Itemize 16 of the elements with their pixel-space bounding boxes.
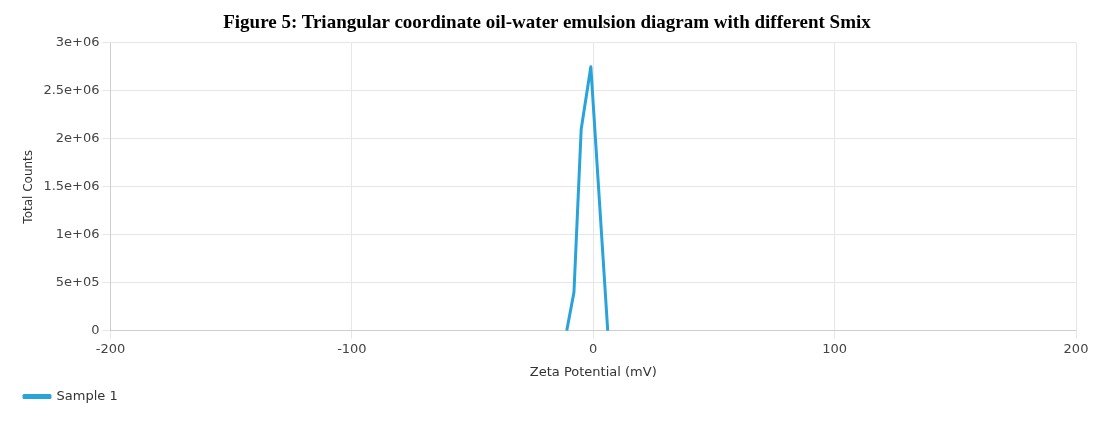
y-tick-label: 2e+06 bbox=[55, 130, 100, 146]
x-tick-label: 200 bbox=[1063, 340, 1089, 356]
y-axis-title: Total Counts bbox=[21, 149, 36, 225]
x-axis-title: Zeta Potential (mV) bbox=[529, 363, 657, 379]
legend-label: Sample 1 bbox=[56, 387, 118, 403]
chart-title: Figure 5: Triangular coordinate oil-water emulsion diagram with different Smix bbox=[223, 11, 872, 33]
x-tick-label: -200 bbox=[95, 340, 126, 356]
x-tick-label: 100 bbox=[822, 340, 848, 356]
x-tick-label: -100 bbox=[337, 340, 367, 356]
y-tick-label: 1.5e+06 bbox=[43, 178, 100, 194]
y-tick-label: 2.5e+06 bbox=[43, 82, 100, 98]
y-tick-label: 0 bbox=[91, 322, 100, 338]
x-tick-label: 0 bbox=[589, 340, 598, 356]
y-tick-label: 3e+06 bbox=[55, 34, 100, 50]
y-tick-label: 5e+05 bbox=[55, 274, 100, 290]
y-tick-label: 1e+06 bbox=[55, 226, 100, 242]
